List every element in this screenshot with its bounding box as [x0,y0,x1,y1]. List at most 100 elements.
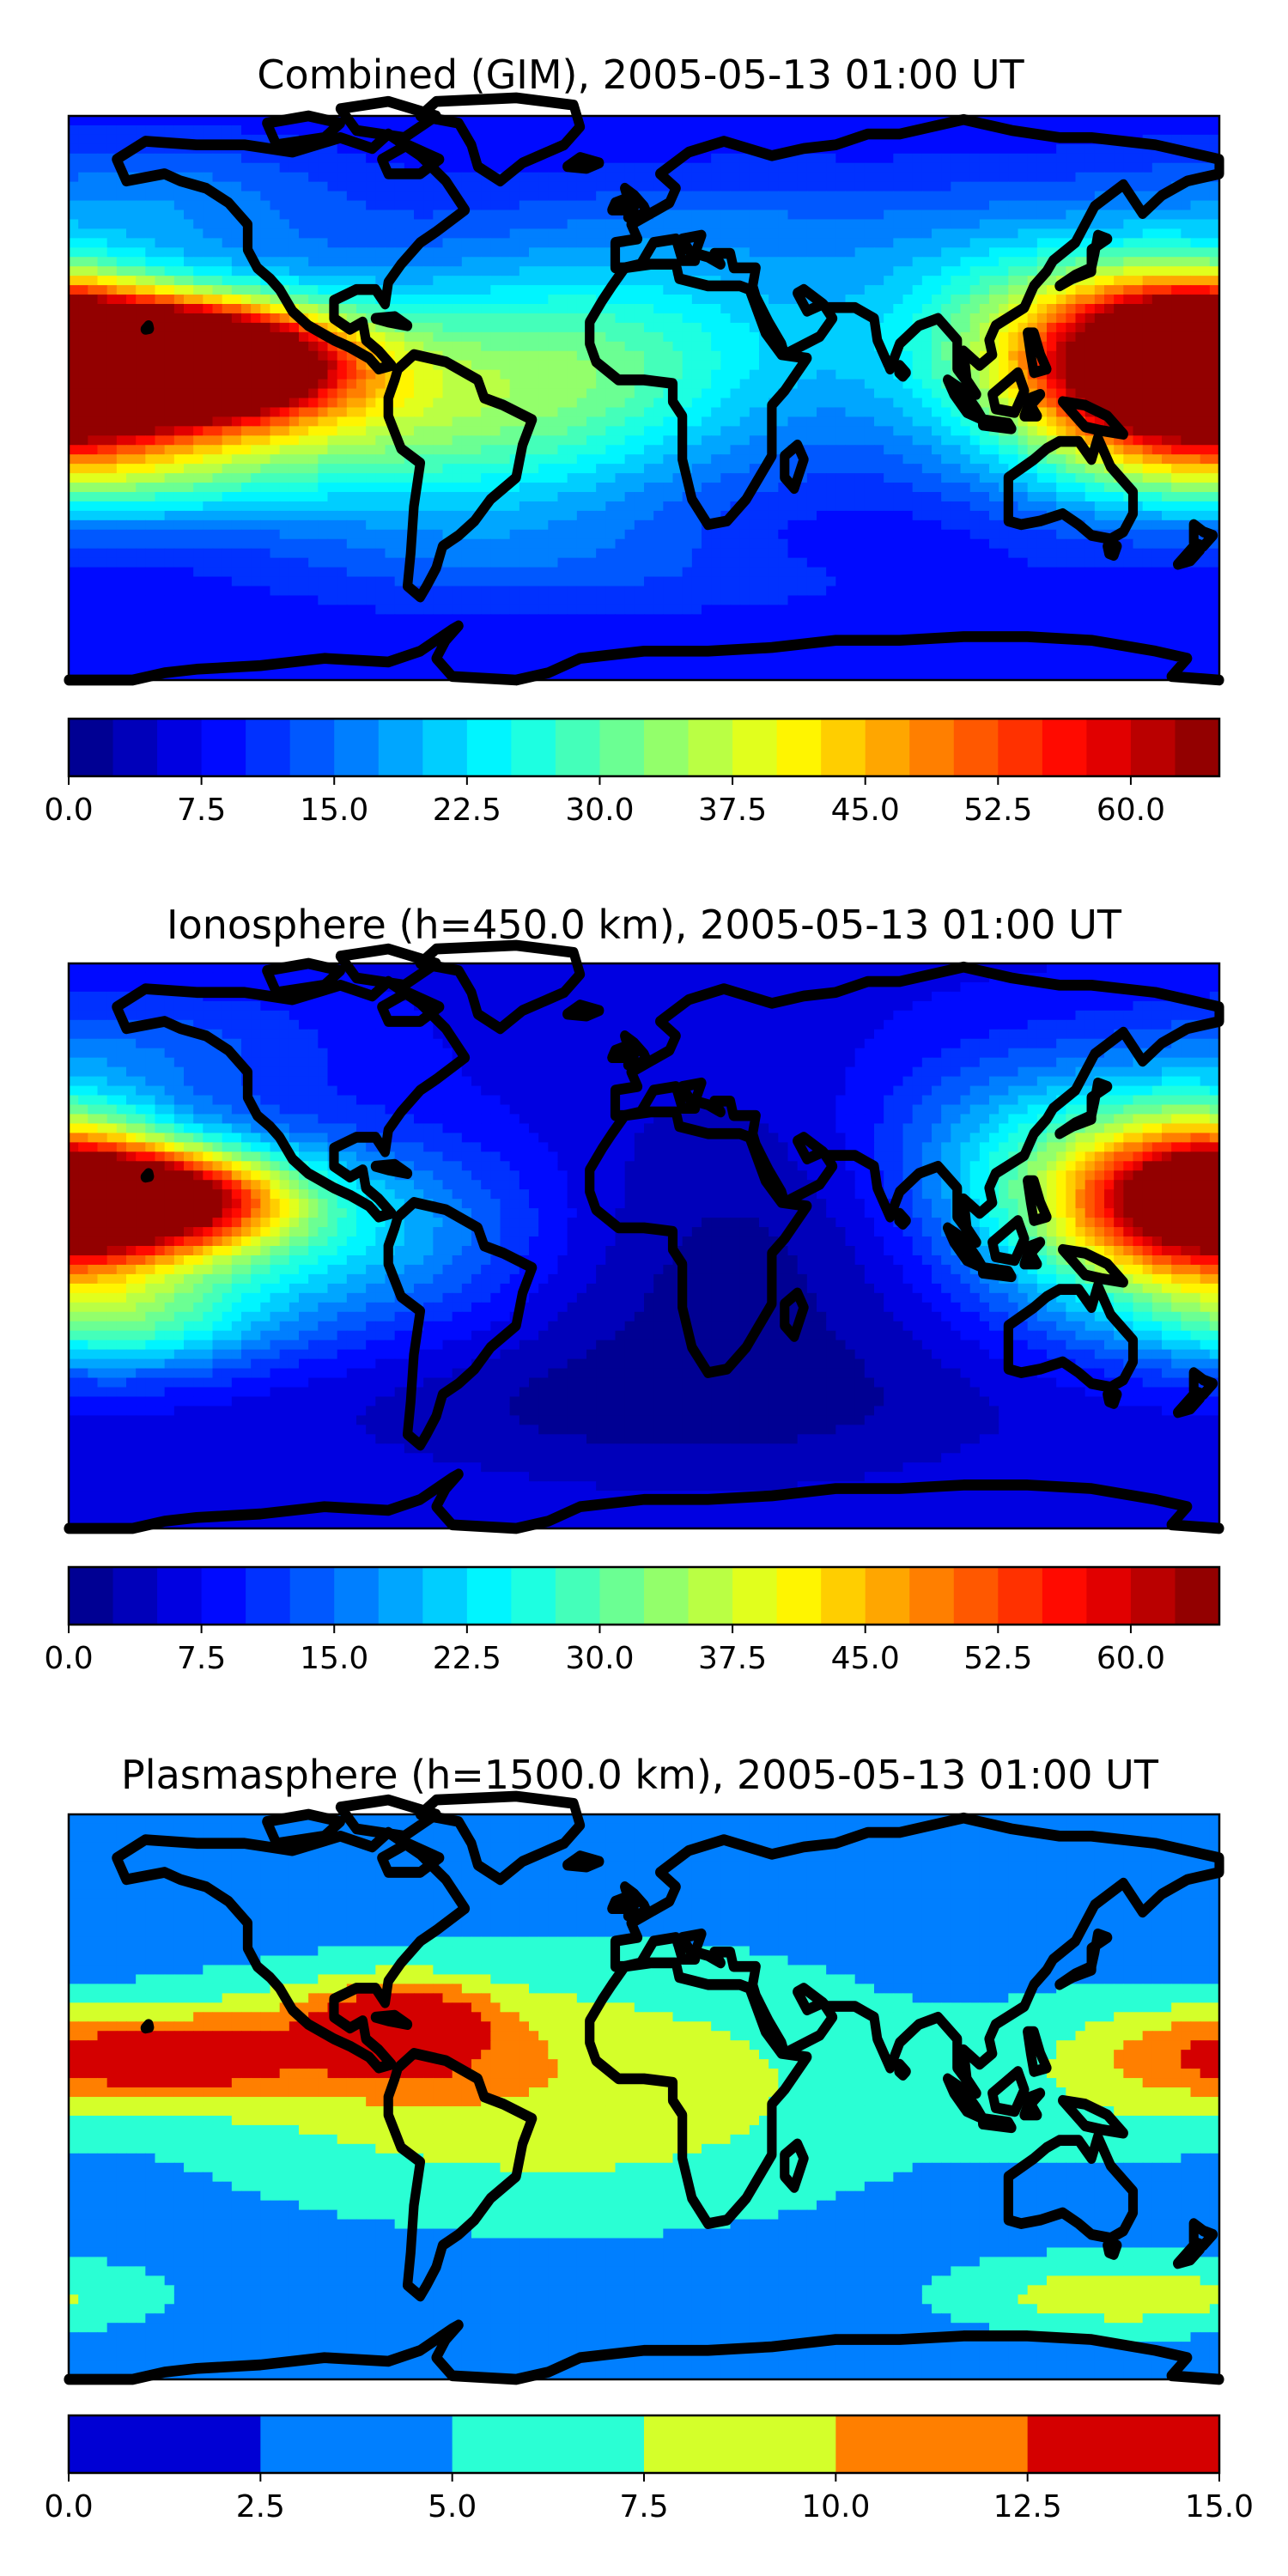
field-cell [490,162,501,173]
field-cell [989,247,999,258]
field-cell [1190,369,1201,380]
field-cell [231,228,242,239]
field-cell [145,360,156,371]
field-cell [471,501,482,512]
field-cell [375,426,386,436]
field-cell [845,416,856,427]
field-cell [711,181,721,192]
field-cell [1190,416,1201,427]
field-cell [826,162,836,173]
field-cell [106,501,118,512]
field-cell [490,360,501,371]
field-cell [921,200,933,211]
field-cell [529,501,539,512]
field-cell [231,153,242,164]
field-cell [624,426,635,436]
field-cell [1209,379,1220,390]
field-cell [212,435,223,446]
field-cell [1027,162,1038,173]
field-cell [538,191,549,202]
field-cell [1056,238,1066,248]
field-cell [346,295,357,305]
field-cell [289,295,300,305]
field-cell [231,125,242,136]
field-cell [941,435,951,446]
field-cell [490,257,501,267]
field-cell [452,435,463,446]
field-cell [1008,219,1019,229]
field-cell [567,228,578,239]
field-cell [433,143,444,155]
field-cell [1151,492,1163,502]
field-cell [404,276,415,286]
field-cell [251,331,261,343]
field-cell [576,191,587,202]
field-cell [1084,304,1096,314]
field-cell [644,285,654,295]
field-cell [845,143,856,155]
field-cell [78,219,88,229]
field-cell [711,162,721,173]
field-cell [433,407,444,417]
field-cell [414,398,424,409]
field-cell [1209,473,1220,483]
field-cell [222,304,233,314]
field-cell [97,304,108,314]
field-cell [193,322,204,333]
field-cell [1094,379,1105,390]
field-cell [97,266,108,276]
field-cell [116,426,127,436]
field-cell [193,454,204,465]
field-cell [969,473,981,483]
field-cell [902,341,914,352]
field-cell [375,143,386,155]
field-cell [490,454,501,465]
field-cell [826,464,836,474]
field-cell [979,426,990,436]
field-cell [864,295,875,305]
field-cell [509,379,520,390]
field-cell [864,473,875,483]
field-cell [759,379,769,390]
field-cell [1018,228,1029,239]
field-cell [241,304,252,314]
field-cell [1190,350,1201,361]
field-cell [251,369,261,380]
field-cell [203,501,214,512]
field-cell [960,322,971,333]
field-cell [461,143,472,155]
field-cell [509,322,520,333]
field-cell [69,181,79,192]
field-cell [960,285,971,295]
field-cell [557,125,568,136]
field-cell [1047,304,1057,314]
field-cell [634,445,645,455]
field-cell [653,266,664,276]
field-cell [500,464,511,474]
field-cell [1162,125,1172,136]
field-cell [787,200,799,211]
field-cell [270,416,281,427]
field-cell [1209,276,1220,286]
field-cell [375,181,386,192]
field-cell [769,501,779,512]
field-cell [500,501,511,512]
field-cell [126,266,137,276]
field-cell [576,238,587,248]
field-cell [1181,322,1192,333]
field-cell [452,341,463,352]
field-cell [1181,219,1192,229]
field-cell [893,435,904,446]
field-cell [538,125,549,136]
field-cell [461,191,472,202]
field-cell [404,398,415,409]
field-cell [212,257,223,267]
field-cell [951,416,962,427]
field-cell [529,464,539,474]
field-cell [251,304,261,314]
field-cell [586,134,597,145]
field-cell [1151,369,1163,380]
field-cell [605,322,617,333]
field-cell [308,247,319,258]
field-cell [1066,257,1077,267]
